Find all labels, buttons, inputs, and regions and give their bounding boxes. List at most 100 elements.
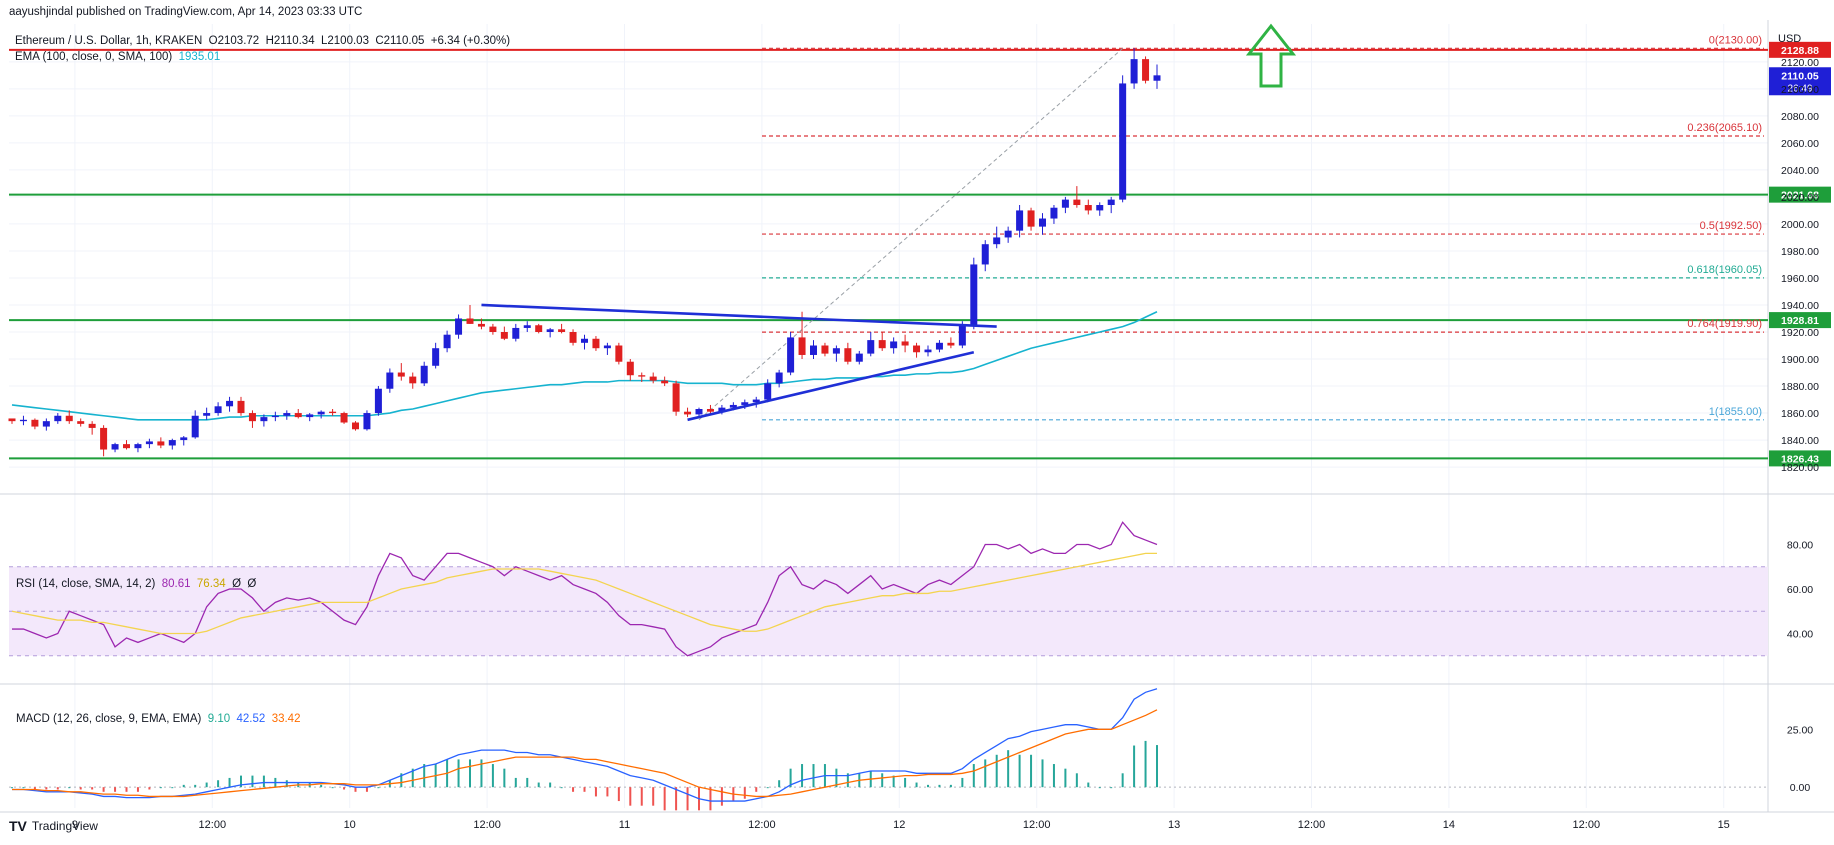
ema-label[interactable]: EMA (100, close, 0, SMA, 100)	[15, 51, 173, 63]
candle-body	[569, 332, 577, 343]
candle-body	[512, 327, 520, 339]
candle-body	[1107, 199, 1115, 206]
candle-body	[752, 399, 760, 403]
rsi-tick-label: 60.00	[1787, 584, 1813, 596]
macd-hist-bar	[949, 784, 952, 788]
fib-level-label: 0.236(2065.10)	[1687, 122, 1762, 134]
candle-body	[1130, 59, 1138, 84]
macd-hist-bar	[331, 787, 334, 789]
rsi-value: 80.61	[161, 578, 191, 590]
macd-hist-bar	[400, 773, 403, 788]
candle-body	[329, 411, 337, 414]
macd-hist-bar	[343, 787, 346, 790]
macd-hist-bar	[801, 764, 804, 788]
candle-body	[283, 413, 291, 416]
rsi-tick-label: 80.00	[1787, 540, 1813, 552]
rsi-title[interactable]: RSI (14, close, SMA, 14, 2)	[16, 578, 156, 590]
macd-hist-bar	[720, 787, 723, 806]
macd-hist-bar	[1052, 764, 1055, 788]
macd-hist-bar	[480, 759, 483, 788]
tradingview-logo[interactable]: TV TradingView	[9, 818, 98, 834]
candle-body	[1039, 218, 1046, 227]
macd-hist-bar	[182, 784, 185, 788]
candle-body	[65, 415, 73, 422]
rsi-ma-value: 76.34	[196, 578, 226, 590]
indicators	[11, 521, 1158, 811]
macd-hist-bar	[91, 787, 94, 790]
macd-hist-bar	[1087, 782, 1090, 788]
macd-hist-bar	[766, 787, 769, 789]
macd-hist-bar	[159, 787, 162, 789]
fib-level-label: 1(1855.00)	[1709, 406, 1762, 418]
macd-hist-bar	[1121, 773, 1124, 788]
candle-body	[203, 413, 211, 416]
y-tick-label: 1820.00	[1781, 462, 1819, 474]
macd-hist-value: 9.10	[207, 713, 231, 725]
macd-hist-bar	[1041, 759, 1044, 788]
candle-body	[260, 417, 268, 422]
macd-title[interactable]: MACD (12, 26, close, 9, EMA, EMA)	[16, 713, 202, 725]
macd-hist-bar	[812, 764, 815, 788]
fib-level-label: 0.5(1992.50)	[1700, 220, 1762, 232]
candle-body	[810, 345, 817, 355]
candle-body	[168, 440, 176, 446]
candle-body	[890, 341, 898, 349]
candle-body	[718, 407, 726, 412]
candle-body	[981, 244, 989, 265]
ohlc-open: O2103.72	[208, 35, 260, 47]
x-tick-label: 13	[1168, 819, 1180, 831]
axes: 9 12:00 10 12:00 11 12:00 12 12:00 13 12:00 14 12:0…	[72, 57, 1819, 831]
macd-hist-bar	[205, 782, 208, 788]
macd-hist-bar	[606, 787, 609, 797]
candle-body	[546, 329, 554, 332]
candle-body	[1061, 199, 1069, 208]
macd-hist-bar	[549, 782, 552, 788]
candle-body	[294, 413, 302, 418]
candle-body	[100, 427, 108, 450]
macd-hist-bar	[778, 780, 781, 788]
tradingview-brand: TradingView	[31, 819, 98, 833]
macd-hist-bar	[240, 775, 242, 788]
macd-hist-bar	[33, 787, 36, 790]
macd-hist-bar	[686, 787, 689, 811]
macd-hist-bar	[136, 787, 139, 792]
candle-body	[477, 323, 485, 327]
candle-body	[306, 414, 314, 418]
fib-diagonal	[698, 47, 1123, 421]
macd-hist-bar	[572, 787, 575, 792]
candle-body	[191, 415, 199, 438]
candle-body	[649, 376, 657, 381]
candle-body	[661, 380, 669, 384]
candle-body	[443, 334, 451, 349]
macd-hist-bar	[961, 777, 964, 788]
y-tick-label: 1960.00	[1781, 273, 1819, 285]
macd-hist-bar	[652, 787, 655, 806]
macd-hist-bar	[675, 787, 678, 811]
ema-legend: EMA (100, close, 0, SMA, 100) 1935.01	[15, 51, 220, 63]
candle-body	[180, 437, 188, 441]
candle-body	[1073, 199, 1081, 206]
tradingview-logo-icon: TV	[9, 818, 27, 834]
candle-body	[500, 332, 508, 339]
macd-hist-bar	[1075, 773, 1078, 788]
grid	[0, 20, 1834, 813]
candle-body	[31, 419, 39, 427]
symbol-line[interactable]: Ethereum / U.S. Dollar, 1h, KRAKEN	[15, 35, 203, 47]
candle-body	[535, 325, 543, 332]
macd-hist-bar	[904, 777, 907, 788]
y-tick-label: 2000.00	[1781, 219, 1819, 231]
macd-hist-bar	[1007, 750, 1010, 788]
macd-hist-bar	[1030, 754, 1033, 788]
y-tick-label: 2080.00	[1781, 111, 1819, 123]
macd-hist-bar	[1064, 768, 1067, 788]
candle-body	[54, 415, 62, 422]
level-price-tag	[1769, 186, 1831, 203]
candle-body	[1050, 207, 1058, 219]
candle-body	[626, 361, 634, 376]
macd-hist-bar	[938, 784, 941, 788]
macd-hist-bar	[262, 775, 265, 788]
macd-hist-bar	[709, 787, 712, 811]
